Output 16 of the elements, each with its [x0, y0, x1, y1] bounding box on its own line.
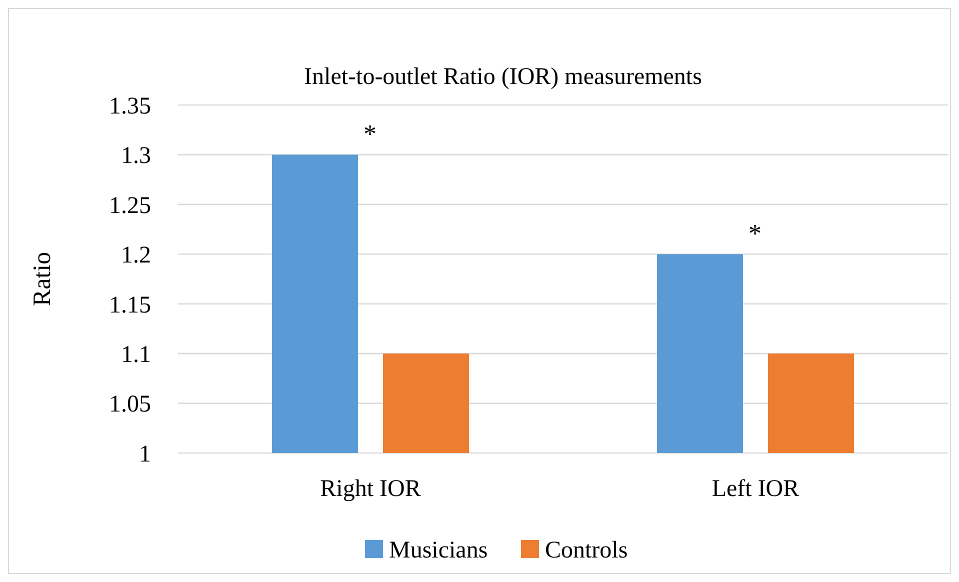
y-tick-label: 1.05: [109, 392, 151, 418]
annotation: *: [748, 219, 762, 248]
y-axis-title: Ratio: [29, 252, 56, 306]
x-tick-label: Right IOR: [320, 476, 421, 502]
x-tick-label: Left IOR: [712, 476, 800, 502]
chart-title: Inlet-to-outlet Ratio (IOR) measurements: [304, 64, 702, 90]
y-tick-label: 1.3: [121, 143, 151, 170]
legend-label: Controls: [545, 537, 628, 564]
y-tick-label: 1.2: [121, 242, 151, 269]
legend-label: Musicians: [389, 537, 488, 564]
y-tick-label: 1: [139, 441, 151, 468]
y-tick-label: 1.1: [121, 342, 151, 368]
annotation: *: [364, 120, 376, 149]
y-tick-label: 1.15: [109, 292, 151, 318]
y-tick-label: 1.35: [109, 93, 151, 120]
y-tick-label: 1.25: [109, 192, 151, 219]
